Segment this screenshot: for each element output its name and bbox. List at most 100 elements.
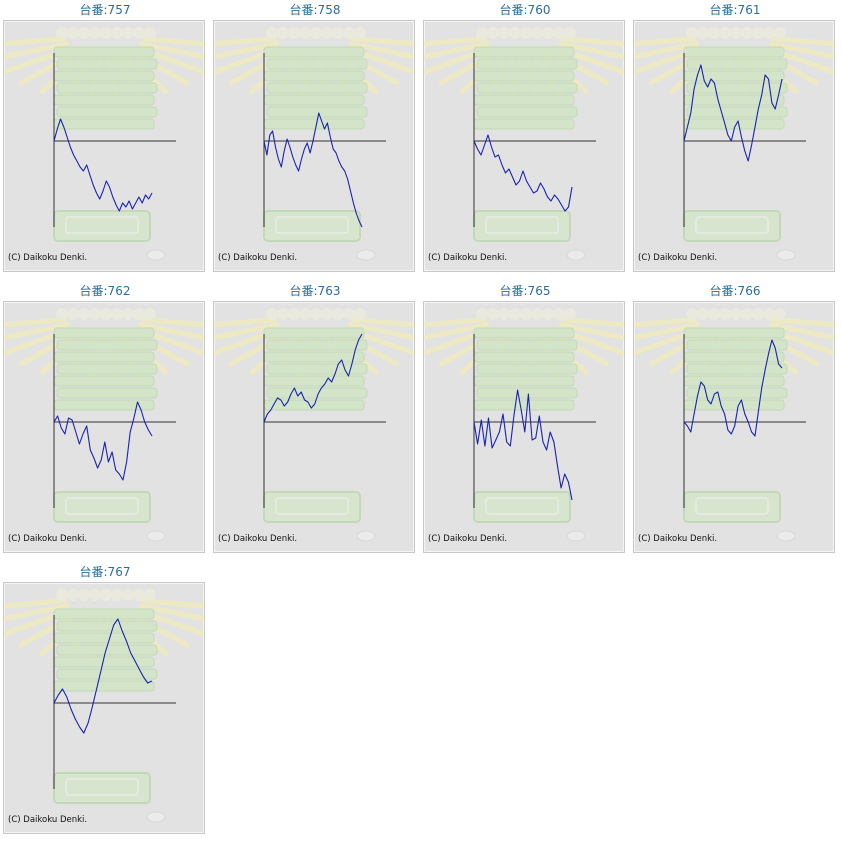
sun-ray: [348, 41, 414, 60]
stacked-box: [476, 387, 578, 399]
sun-ray: [634, 41, 700, 60]
crowd-head: [133, 308, 145, 320]
crowd-head: [111, 308, 123, 320]
stacked-box: [53, 70, 155, 82]
crowd-head: [100, 308, 112, 320]
chart-svg: [4, 308, 204, 542]
chart-svg: [4, 27, 204, 261]
sun-ray: [634, 36, 697, 47]
background-illustration: [4, 27, 204, 261]
crowd-head: [266, 308, 278, 320]
sun-ray: [634, 322, 700, 341]
tray: [473, 210, 571, 242]
crowd-head: [354, 27, 366, 39]
crowd-head: [310, 27, 322, 39]
stacked-box: [473, 351, 575, 363]
stacked-box: [686, 387, 788, 399]
sun-ray: [138, 41, 204, 60]
chart-svg: [4, 589, 204, 823]
stacked-box: [683, 118, 785, 130]
sun-ray: [4, 598, 67, 609]
stacked-box: [56, 387, 158, 399]
crowd-head: [332, 27, 344, 39]
chart-frame: (C) Daikoku Denki.: [633, 301, 835, 553]
crowd-head: [763, 27, 775, 39]
crowd-head: [299, 308, 311, 320]
crowd-head: [133, 589, 145, 601]
sun-ray: [558, 41, 624, 60]
stacked-box: [53, 632, 155, 644]
chart-panel: 台番:765 (C) Daikoku Denki.: [423, 281, 627, 555]
crowd-head: [686, 27, 698, 39]
copyright-text: (C) Daikoku Denki.: [8, 815, 88, 825]
sun-ray: [634, 317, 697, 328]
crowd-head: [730, 27, 742, 39]
copyright-text: (C) Daikoku Denki.: [218, 253, 298, 263]
stacked-box: [473, 375, 575, 387]
crowd-head: [509, 27, 521, 39]
stacked-box: [473, 46, 575, 58]
chart-title: 台番:758: [289, 3, 341, 17]
series-line: [473, 134, 573, 212]
stacked-box: [56, 339, 158, 351]
crowd-head: [277, 27, 289, 39]
crowd-head: [553, 308, 565, 320]
stacked-box: [56, 106, 158, 118]
stacked-box: [476, 339, 578, 351]
background-illustration: [214, 27, 414, 261]
crowd-head: [56, 308, 68, 320]
chart-title: 台番:760: [499, 3, 551, 17]
stacked-box: [263, 70, 365, 82]
chart-panel: 台番:762 (C) Daikoku Denki.: [3, 281, 207, 555]
background-illustration: [4, 308, 204, 542]
sun-ray: [424, 36, 487, 47]
sun-ray: [558, 322, 624, 341]
stacked-box: [53, 680, 155, 692]
crowd-head: [354, 308, 366, 320]
copyright-text: (C) Daikoku Denki.: [638, 253, 718, 263]
crowd-head: [111, 589, 123, 601]
sun-ray: [768, 41, 834, 60]
crowd-head: [487, 308, 499, 320]
chart-svg: [424, 308, 624, 542]
coin: [566, 530, 586, 542]
tray-inner: [65, 497, 139, 515]
chart-title: 台番:762: [79, 284, 131, 298]
stacked-box: [263, 94, 365, 106]
stacked-box: [53, 375, 155, 387]
crowd-head: [89, 308, 101, 320]
chart-panel: 台番:758 (C) Daikoku Denki.: [213, 0, 417, 274]
crowd-head: [509, 308, 521, 320]
sun-ray: [214, 36, 277, 47]
stacked-box: [53, 351, 155, 363]
chart-svg: [634, 308, 834, 542]
crowd-head: [498, 308, 510, 320]
sun-ray: [351, 317, 414, 328]
crowd-head: [763, 308, 775, 320]
stacked-box: [56, 668, 158, 680]
stacked-box: [266, 339, 368, 351]
copyright-text: (C) Daikoku Denki.: [428, 534, 508, 544]
sun-ray: [138, 322, 204, 341]
tray: [473, 491, 571, 523]
series-line: [53, 118, 153, 212]
crowd-head: [133, 27, 145, 39]
series-line: [53, 401, 153, 481]
chart-frame: (C) Daikoku Denki.: [423, 301, 625, 553]
tray: [53, 491, 151, 523]
crowd-head: [719, 27, 731, 39]
chart-frame: (C) Daikoku Denki.: [213, 20, 415, 272]
stacked-box: [683, 375, 785, 387]
chart-frame: (C) Daikoku Denki.: [423, 20, 625, 272]
tray-inner: [695, 216, 769, 234]
sun-ray: [424, 41, 490, 60]
stacked-box: [263, 118, 365, 130]
sun-ray: [424, 317, 487, 328]
crowd-head: [332, 308, 344, 320]
crowd-head: [741, 27, 753, 39]
coin: [356, 530, 376, 542]
crowd-head: [100, 589, 112, 601]
sun-ray: [561, 36, 624, 47]
chart-svg: [214, 308, 414, 542]
crowd-head: [321, 308, 333, 320]
